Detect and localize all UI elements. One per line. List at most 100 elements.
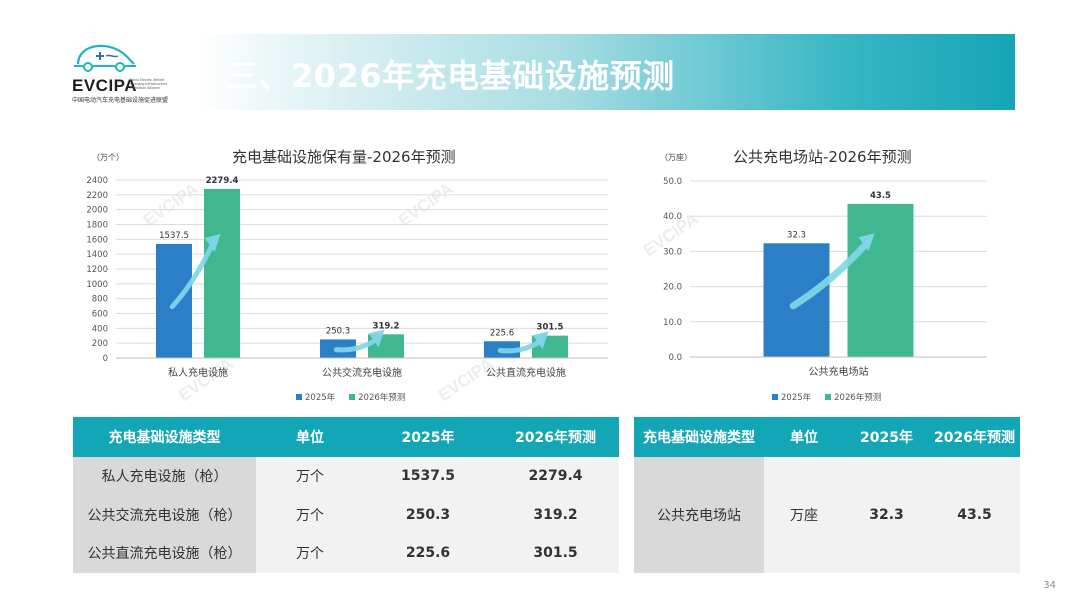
table-row: 公共交流充电设施（枪） 万个 250.3 319.2: [73, 495, 619, 534]
chart-right: 0.0 10.0 20.0 30.0 40.0 50.0 32.3 43.5 公共充电场站: [663, 177, 987, 378]
y-unit-left: （万个）: [92, 153, 124, 162]
legend-label: 2025年: [305, 393, 336, 403]
table-cell-unit: 万个: [256, 534, 364, 573]
chart-left: 0 200 400 600 800 1000 1200 1400 1600 1800 2000 220…: [86, 176, 608, 379]
table-row: 公共充电场站 万座 32.3 43.5: [634, 457, 1020, 573]
data-label: 2279.4: [206, 176, 239, 186]
column-header: 2025年: [364, 417, 492, 457]
y-tick-label: 800: [92, 295, 108, 305]
y-tick-label: 40.0: [663, 212, 682, 222]
y-tick-label: 1200: [86, 265, 108, 275]
table-cell-type: 公共充电场站: [634, 457, 764, 573]
column-header: 2026年预测: [929, 417, 1020, 457]
data-label: 250.3: [326, 326, 350, 336]
y-tick-label: 10.0: [663, 318, 682, 328]
table-cell-type: 公共交流充电设施（枪）: [73, 495, 256, 534]
growth-arrowhead-icon: [204, 233, 221, 252]
table-cell-2026: 301.5: [492, 534, 619, 573]
growth-arrow-icon: [333, 336, 380, 353]
legend-item-2026: 2026年预测: [825, 391, 881, 403]
legend-item-2025: 2025年: [296, 391, 335, 403]
y-unit-right: （万座）: [660, 153, 692, 162]
legend-swatch-2026: [349, 394, 356, 400]
logo-english-name: China Electric Vehicle Charging Infrastr…: [130, 78, 168, 90]
column-header: 2026年预测: [492, 417, 619, 457]
y-tick-label: 1000: [86, 280, 108, 290]
logo-chinese-name: 中国电动汽车充电基础设施促进联盟: [72, 97, 169, 104]
table-cell-2025: 225.6: [364, 534, 492, 573]
table-cell-type: 私人充电设施（枪）: [73, 457, 256, 496]
chart-title-right: 公共充电场站-2026年预测: [733, 148, 912, 166]
data-label: 319.2: [373, 321, 400, 331]
x-category-label: 私人充电设施: [168, 366, 228, 379]
table-cell-2026: 43.5: [929, 457, 1020, 573]
column-header: 2025年: [844, 417, 929, 457]
table-row: 私人充电设施（枪） 万个 1537.5 2279.4: [73, 457, 619, 496]
y-tick-label: 400: [92, 324, 108, 334]
bar-2026-forecast: [847, 203, 914, 357]
column-header: 充电基础设施类型: [634, 417, 764, 457]
y-tick-label: 1600: [86, 235, 108, 245]
legend-label: 2026年预测: [834, 393, 882, 403]
growth-arrow-icon: [497, 338, 544, 354]
growth-arrowhead-icon: [368, 329, 385, 348]
legend-label: 2025年: [781, 393, 812, 403]
title-banner: [195, 34, 1015, 110]
table-header-row: 充电基础设施类型 单位 2025年 2026年预测: [634, 417, 1020, 457]
legend-swatch-2025: [772, 394, 778, 400]
data-label: 1537.5: [159, 231, 189, 241]
y-tick-label: 2200: [86, 191, 108, 201]
chart-title-left: 充电基础设施保有量-2026年预测: [232, 148, 456, 166]
table-cell-2026: 319.2: [492, 495, 619, 534]
y-tick-label: 30.0: [663, 247, 682, 257]
data-label: 301.5: [537, 323, 564, 333]
column-header: 单位: [764, 417, 844, 457]
table-cell-2025: 250.3: [364, 495, 492, 534]
y-tick-label: 50.0: [663, 177, 682, 187]
table-cell-unit: 万个: [256, 457, 364, 496]
infrastructure-table: 充电基础设施类型 单位 2025年 2026年预测 私人充电设施（枪） 万个 1…: [73, 417, 619, 573]
y-tick-label: 2400: [86, 176, 108, 186]
car-plug-logo-icon: [74, 44, 136, 72]
y-tick-label: 0: [103, 354, 108, 364]
x-category-label: 公共直流充电设施: [486, 366, 566, 379]
y-tick-label: 600: [92, 310, 108, 320]
y-tick-label: 2000: [86, 206, 108, 216]
table-cell-unit: 万座: [764, 457, 844, 573]
table-cell-type: 公共直流充电设施（枪）: [73, 534, 256, 573]
table-cell-2026: 2279.4: [492, 457, 619, 496]
legend-label: 2026年预测: [358, 393, 406, 403]
table-cell-unit: 万个: [256, 495, 364, 534]
data-label: 225.6: [490, 328, 514, 338]
bar-2026-forecast: [204, 188, 240, 358]
column-header: 单位: [256, 417, 364, 457]
y-tick-label: 20.0: [663, 283, 682, 293]
growth-arrowhead-icon: [858, 233, 875, 252]
page-title: 三、2026年充电基础设施预测: [226, 57, 675, 95]
legend-right: 2025年 2026年预测: [772, 391, 881, 403]
table-header-row: 充电基础设施类型 单位 2025年 2026年预测: [73, 417, 619, 457]
y-tick-label: 1800: [86, 221, 108, 231]
legend-swatch-2026: [825, 394, 832, 400]
column-header: 充电基础设施类型: [73, 417, 256, 457]
growth-arrow-icon: [789, 239, 871, 310]
y-tick-label: 0.0: [668, 353, 682, 363]
data-label: 43.5: [870, 191, 891, 201]
y-tick-label: 1400: [86, 250, 108, 260]
legend-item-2026: 2026年预测: [349, 391, 405, 403]
x-category-label: 公共充电场站: [809, 365, 869, 378]
table-cell-2025: 32.3: [844, 457, 929, 573]
evcipa-logo: EVCIPA China Electric Vehicle Charging I…: [70, 40, 182, 106]
growth-arrow-icon: [169, 241, 216, 310]
legend-item-2025: 2025年: [772, 391, 811, 403]
data-label: 32.3: [787, 230, 806, 240]
charging-station-table: 充电基础设施类型 单位 2025年 2026年预测 公共充电场站 万座 32.3…: [634, 417, 1020, 573]
legend-left: 2025年 2026年预测: [296, 391, 405, 403]
logo-wordmark: EVCIPA: [72, 76, 138, 95]
legend-swatch-2025: [296, 394, 302, 400]
table-cell-2025: 1537.5: [364, 457, 492, 496]
y-tick-label: 200: [92, 339, 108, 349]
page-number: 34: [1043, 580, 1056, 591]
table-row: 公共直流充电设施（枪） 万个 225.6 301.5: [73, 534, 619, 573]
growth-arrowhead-icon: [532, 331, 549, 350]
